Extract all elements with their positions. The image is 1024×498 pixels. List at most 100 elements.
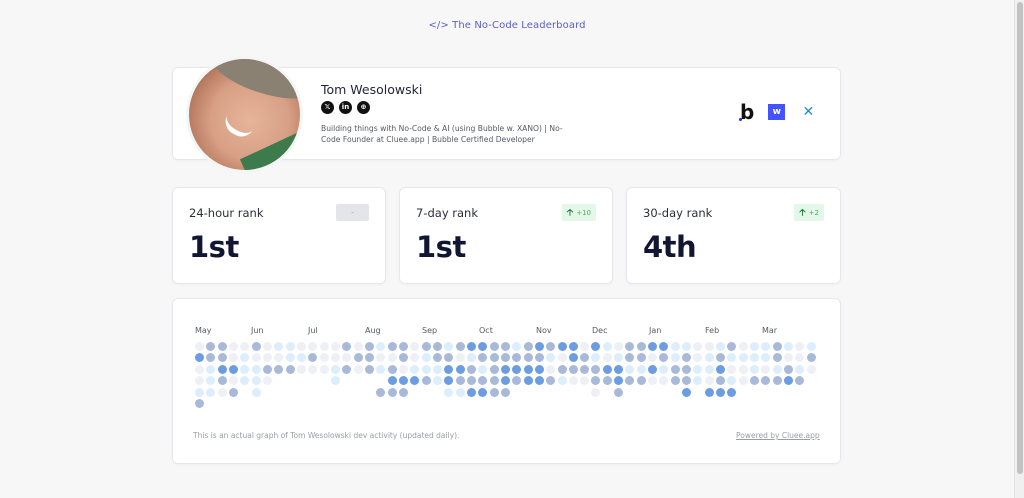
activity-cell[interactable] (727, 353, 737, 363)
activity-cell[interactable] (580, 342, 590, 351)
activity-cell[interactable] (659, 342, 669, 351)
activity-cell[interactable] (240, 364, 250, 374)
activity-cell[interactable] (421, 353, 431, 363)
activity-cell[interactable] (500, 387, 510, 397)
activity-cell[interactable] (195, 364, 204, 374)
activity-cell[interactable] (568, 364, 578, 374)
activity-cell[interactable] (568, 376, 578, 386)
activity-cell[interactable] (251, 364, 261, 374)
activity-cell[interactable] (251, 353, 261, 363)
activity-cell[interactable] (478, 353, 488, 363)
activity-cell[interactable] (534, 353, 544, 363)
website-icon[interactable]: ⊕ (357, 101, 370, 114)
activity-cell[interactable] (772, 376, 782, 386)
activity-cell[interactable] (682, 376, 692, 386)
activity-cell[interactable] (398, 387, 408, 397)
activity-cell[interactable] (262, 364, 272, 374)
activity-cell[interactable] (251, 387, 261, 397)
activity-cell[interactable] (636, 353, 646, 363)
activity-cell[interactable] (489, 342, 499, 351)
activity-cell[interactable] (466, 376, 476, 386)
activity-cell[interactable] (648, 376, 658, 386)
activity-cell[interactable] (206, 353, 216, 363)
activity-cell[interactable] (285, 353, 295, 363)
activity-cell[interactable] (716, 387, 726, 397)
activity-cell[interactable] (693, 364, 703, 374)
activity-cell[interactable] (682, 342, 692, 351)
activity-cell[interactable] (387, 342, 397, 351)
activity-cell[interactable] (693, 353, 703, 363)
activity-cell[interactable] (217, 387, 227, 397)
scrollbar-thumb[interactable] (1017, 2, 1023, 474)
activity-cell[interactable] (330, 376, 340, 386)
activity-cell[interactable] (546, 353, 556, 363)
activity-cell[interactable] (240, 376, 250, 386)
activity-cell[interactable] (478, 342, 488, 351)
activity-cell[interactable] (568, 342, 578, 351)
activity-cell[interactable] (251, 376, 261, 386)
activity-cell[interactable] (750, 364, 760, 374)
activity-cell[interactable] (330, 364, 340, 374)
activity-cell[interactable] (217, 342, 227, 351)
linkedin-icon[interactable]: in (339, 101, 352, 114)
activity-cell[interactable] (557, 364, 567, 374)
activity-cell[interactable] (364, 353, 374, 363)
activity-cell[interactable] (772, 342, 782, 351)
activity-cell[interactable] (716, 353, 726, 363)
activity-cell[interactable] (410, 353, 420, 363)
activity-cell[interactable] (512, 353, 522, 363)
activity-cell[interactable] (500, 376, 510, 386)
activity-cell[interactable] (784, 342, 794, 351)
activity-cell[interactable] (387, 364, 397, 374)
activity-cell[interactable] (625, 376, 635, 386)
activity-cell[interactable] (557, 342, 567, 351)
activity-cell[interactable] (489, 376, 499, 386)
activity-cell[interactable] (523, 353, 533, 363)
activity-cell[interactable] (806, 353, 816, 363)
activity-cell[interactable] (591, 353, 601, 363)
activity-cell[interactable] (228, 342, 238, 351)
activity-cell[interactable] (636, 364, 646, 374)
activity-cell[interactable] (670, 353, 680, 363)
activity-cell[interactable] (319, 353, 329, 363)
activity-cell[interactable] (421, 364, 431, 374)
activity-cell[interactable] (206, 342, 216, 351)
activity-cell[interactable] (353, 353, 363, 363)
activity-cell[interactable] (580, 364, 590, 374)
activity-cell[interactable] (364, 364, 374, 374)
activity-cell[interactable] (546, 364, 556, 374)
activity-cell[interactable] (704, 376, 714, 386)
activity-cell[interactable] (693, 342, 703, 351)
activity-cell[interactable] (784, 364, 794, 374)
activity-cell[interactable] (466, 342, 476, 351)
activity-cell[interactable] (217, 364, 227, 374)
activity-cell[interactable] (795, 342, 805, 351)
activity-cell[interactable] (195, 387, 204, 397)
activity-cell[interactable] (285, 364, 295, 374)
activity-cell[interactable] (546, 376, 556, 386)
activity-cell[interactable] (432, 342, 442, 351)
activity-cell[interactable] (500, 364, 510, 374)
activity-cell[interactable] (500, 353, 510, 363)
activity-cell[interactable] (795, 364, 805, 374)
activity-cell[interactable] (274, 342, 284, 351)
activity-cell[interactable] (568, 353, 578, 363)
activity-cell[interactable] (478, 387, 488, 397)
activity-cell[interactable] (296, 353, 306, 363)
activity-cell[interactable] (784, 376, 794, 386)
activity-cell[interactable] (489, 387, 499, 397)
activity-cell[interactable] (727, 342, 737, 351)
activity-cell[interactable] (750, 376, 760, 386)
activity-cell[interactable] (274, 353, 284, 363)
activity-cell[interactable] (444, 376, 454, 386)
activity-cell[interactable] (387, 376, 397, 386)
activity-cell[interactable] (319, 342, 329, 351)
activity-cell[interactable] (523, 342, 533, 351)
activity-cell[interactable] (557, 376, 567, 386)
activity-cell[interactable] (761, 342, 771, 351)
activity-cell[interactable] (421, 342, 431, 351)
activity-cell[interactable] (330, 353, 340, 363)
activity-cell[interactable] (716, 364, 726, 374)
activity-cell[interactable] (410, 376, 420, 386)
activity-cell[interactable] (274, 364, 284, 374)
